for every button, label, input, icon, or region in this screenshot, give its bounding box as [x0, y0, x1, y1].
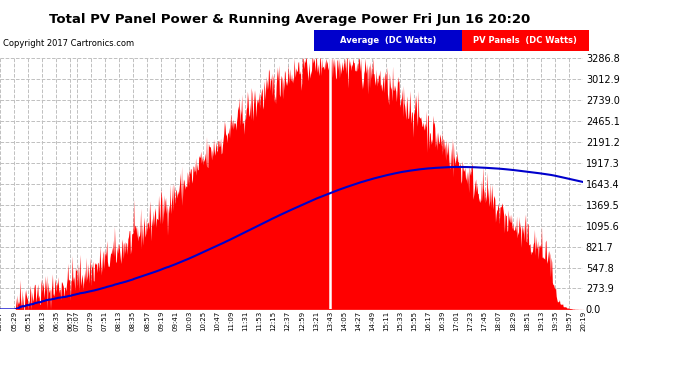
- Text: Average  (DC Watts): Average (DC Watts): [340, 36, 436, 45]
- Text: Total PV Panel Power & Running Average Power Fri Jun 16 20:20: Total PV Panel Power & Running Average P…: [49, 13, 531, 26]
- Text: Copyright 2017 Cartronics.com: Copyright 2017 Cartronics.com: [3, 39, 135, 48]
- Text: PV Panels  (DC Watts): PV Panels (DC Watts): [473, 36, 578, 45]
